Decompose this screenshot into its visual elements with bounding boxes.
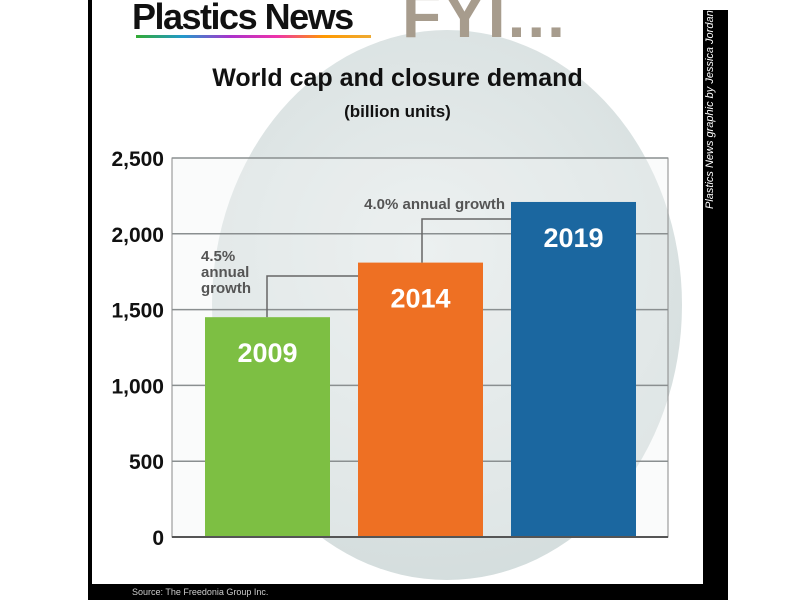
chart-panel: Plastics News FYI... World cap and closu… [92, 0, 703, 584]
y-tick-label: 1,500 [111, 300, 164, 323]
plastics-news-logo: Plastics News [132, 0, 354, 37]
y-tick-label: 500 [129, 451, 164, 474]
y-tick-label: 0 [152, 527, 164, 550]
y-tick-label: 1,000 [111, 375, 164, 398]
y-tick-label: 2,000 [111, 224, 164, 247]
y-tick-label: 2,500 [111, 148, 164, 171]
bar-label-2009: 2009 [237, 338, 297, 368]
bottom-border [88, 584, 728, 600]
chart-subtitle: (billion units) [344, 102, 451, 121]
source-note: Source: The Freedonia Group Inc. [132, 587, 269, 597]
growth-connector-1 [266, 275, 358, 318]
logo-rainbow-line [136, 35, 371, 38]
growth-annotation-1: growth [201, 280, 251, 297]
bar-label-2019: 2019 [543, 223, 603, 253]
growth-connector-2 [421, 218, 511, 263]
growth-annotation-1: annual [201, 264, 249, 281]
bar-label-2014: 2014 [390, 284, 450, 314]
right-border [703, 10, 728, 600]
bar-chart: 0 500 1,000 1,500 2,000 2,500 2009 2014 2019 4.5%… [111, 148, 669, 550]
graphic-credit: Plastics News graphic by Jessica Jordan [704, 10, 716, 209]
fyi-logo: FYI... [402, 0, 567, 51]
growth-annotation-2: 4.0% annual growth [364, 196, 505, 213]
bar-2014 [358, 262, 483, 537]
growth-annotation-1: 4.5% [201, 248, 235, 265]
left-border [88, 0, 92, 600]
bar-2009 [205, 317, 330, 537]
chart-title: World cap and closure demand [212, 64, 583, 92]
bar-2019 [511, 201, 636, 538]
